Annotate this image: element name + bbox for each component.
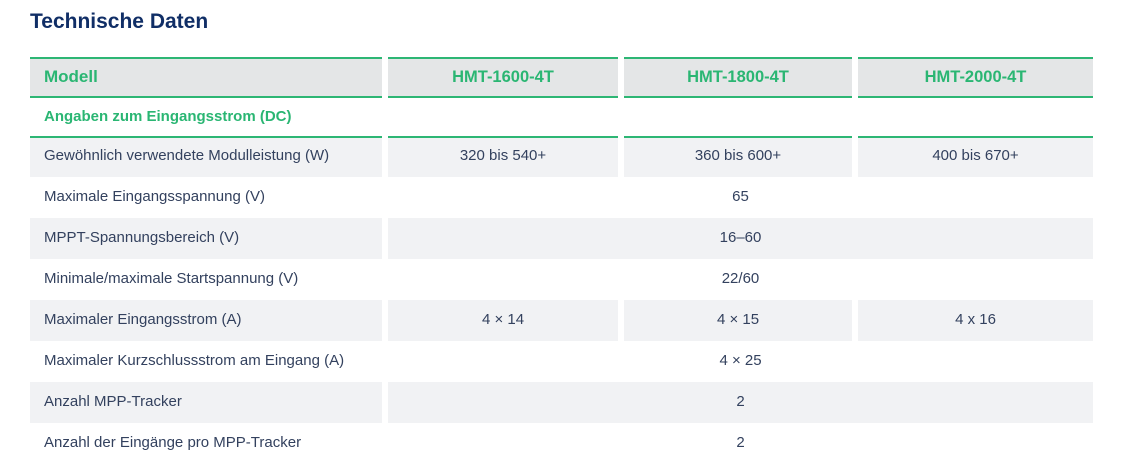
- spec-table-body: Angaben zum Eingangsstrom (DC) Gewöhnlic…: [30, 98, 1093, 464]
- section-header: Angaben zum Eingangsstrom (DC): [30, 98, 1093, 136]
- row-value-span: 65: [732, 188, 749, 205]
- row-value: 400 bis 670+: [858, 136, 1093, 177]
- model-column-header: HMT-1600-4T: [388, 57, 618, 98]
- row-value: 4 × 14: [388, 300, 618, 341]
- spec-table-wrapper: Modell HMT-1600-4T HMT-1800-4T HMT-2000-…: [30, 57, 1093, 464]
- table-header-row: Modell HMT-1600-4T HMT-1800-4T HMT-2000-…: [30, 57, 1093, 98]
- row-label: MPPT-Spannungsbereich (V): [30, 218, 382, 259]
- row-value-span: 2: [388, 382, 1093, 423]
- model-column-header: HMT-1800-4T: [624, 57, 852, 98]
- spec-table: Modell HMT-1600-4T HMT-1800-4T HMT-2000-…: [30, 57, 1093, 464]
- model-row-header: Modell: [30, 57, 382, 98]
- row-value: 360 bis 600+: [624, 136, 852, 177]
- row-label: Anzahl MPP-Tracker: [30, 382, 382, 423]
- spec-row: Anzahl MPP-Tracker 2: [30, 382, 1093, 423]
- spec-row: Maximaler Kurzschlussstrom am Eingang (A…: [30, 341, 1093, 382]
- row-label: Maximale Eingangsspannung (V): [44, 188, 265, 205]
- row-label: Anzahl der Eingänge pro MPP-Tracker: [44, 434, 302, 451]
- spec-row: Maximale Eingangsspannung (V) 65: [30, 177, 1093, 218]
- row-value-span: 2: [736, 434, 745, 451]
- row-value-span: 16–60: [388, 218, 1093, 259]
- spec-row: Anzahl der Eingänge pro MPP-Tracker 2: [30, 423, 1093, 464]
- page-title: Technische Daten: [30, 10, 209, 33]
- spec-row: Minimale/maximale Startspannung (V) 22/60: [30, 259, 1093, 300]
- spec-row: Maximaler Eingangsstrom (A) 4 × 14 4 × 15 4…: [30, 300, 1093, 341]
- section-header-row: Angaben zum Eingangsstrom (DC): [30, 98, 1093, 136]
- row-label: Minimale/maximale Startspannung (V): [44, 270, 299, 287]
- spec-row: Gewöhnlich verwendete Modulleistung (W) 3…: [30, 136, 1093, 177]
- row-value: 4 x 16: [858, 300, 1093, 341]
- row-label: Maximaler Eingangsstrom (A): [30, 300, 382, 341]
- row-value: 4 × 15: [624, 300, 852, 341]
- row-value-span: 22/60: [721, 270, 760, 287]
- model-column-header: HMT-2000-4T: [858, 57, 1093, 98]
- spec-row: MPPT-Spannungsbereich (V) 16–60: [30, 218, 1093, 259]
- row-value-span: 4 × 25: [719, 352, 762, 369]
- row-value: 320 bis 540+: [388, 136, 618, 177]
- row-label: Gewöhnlich verwendete Modulleistung (W): [30, 136, 382, 177]
- row-label: Maximaler Kurzschlussstrom am Eingang (A…: [44, 352, 345, 369]
